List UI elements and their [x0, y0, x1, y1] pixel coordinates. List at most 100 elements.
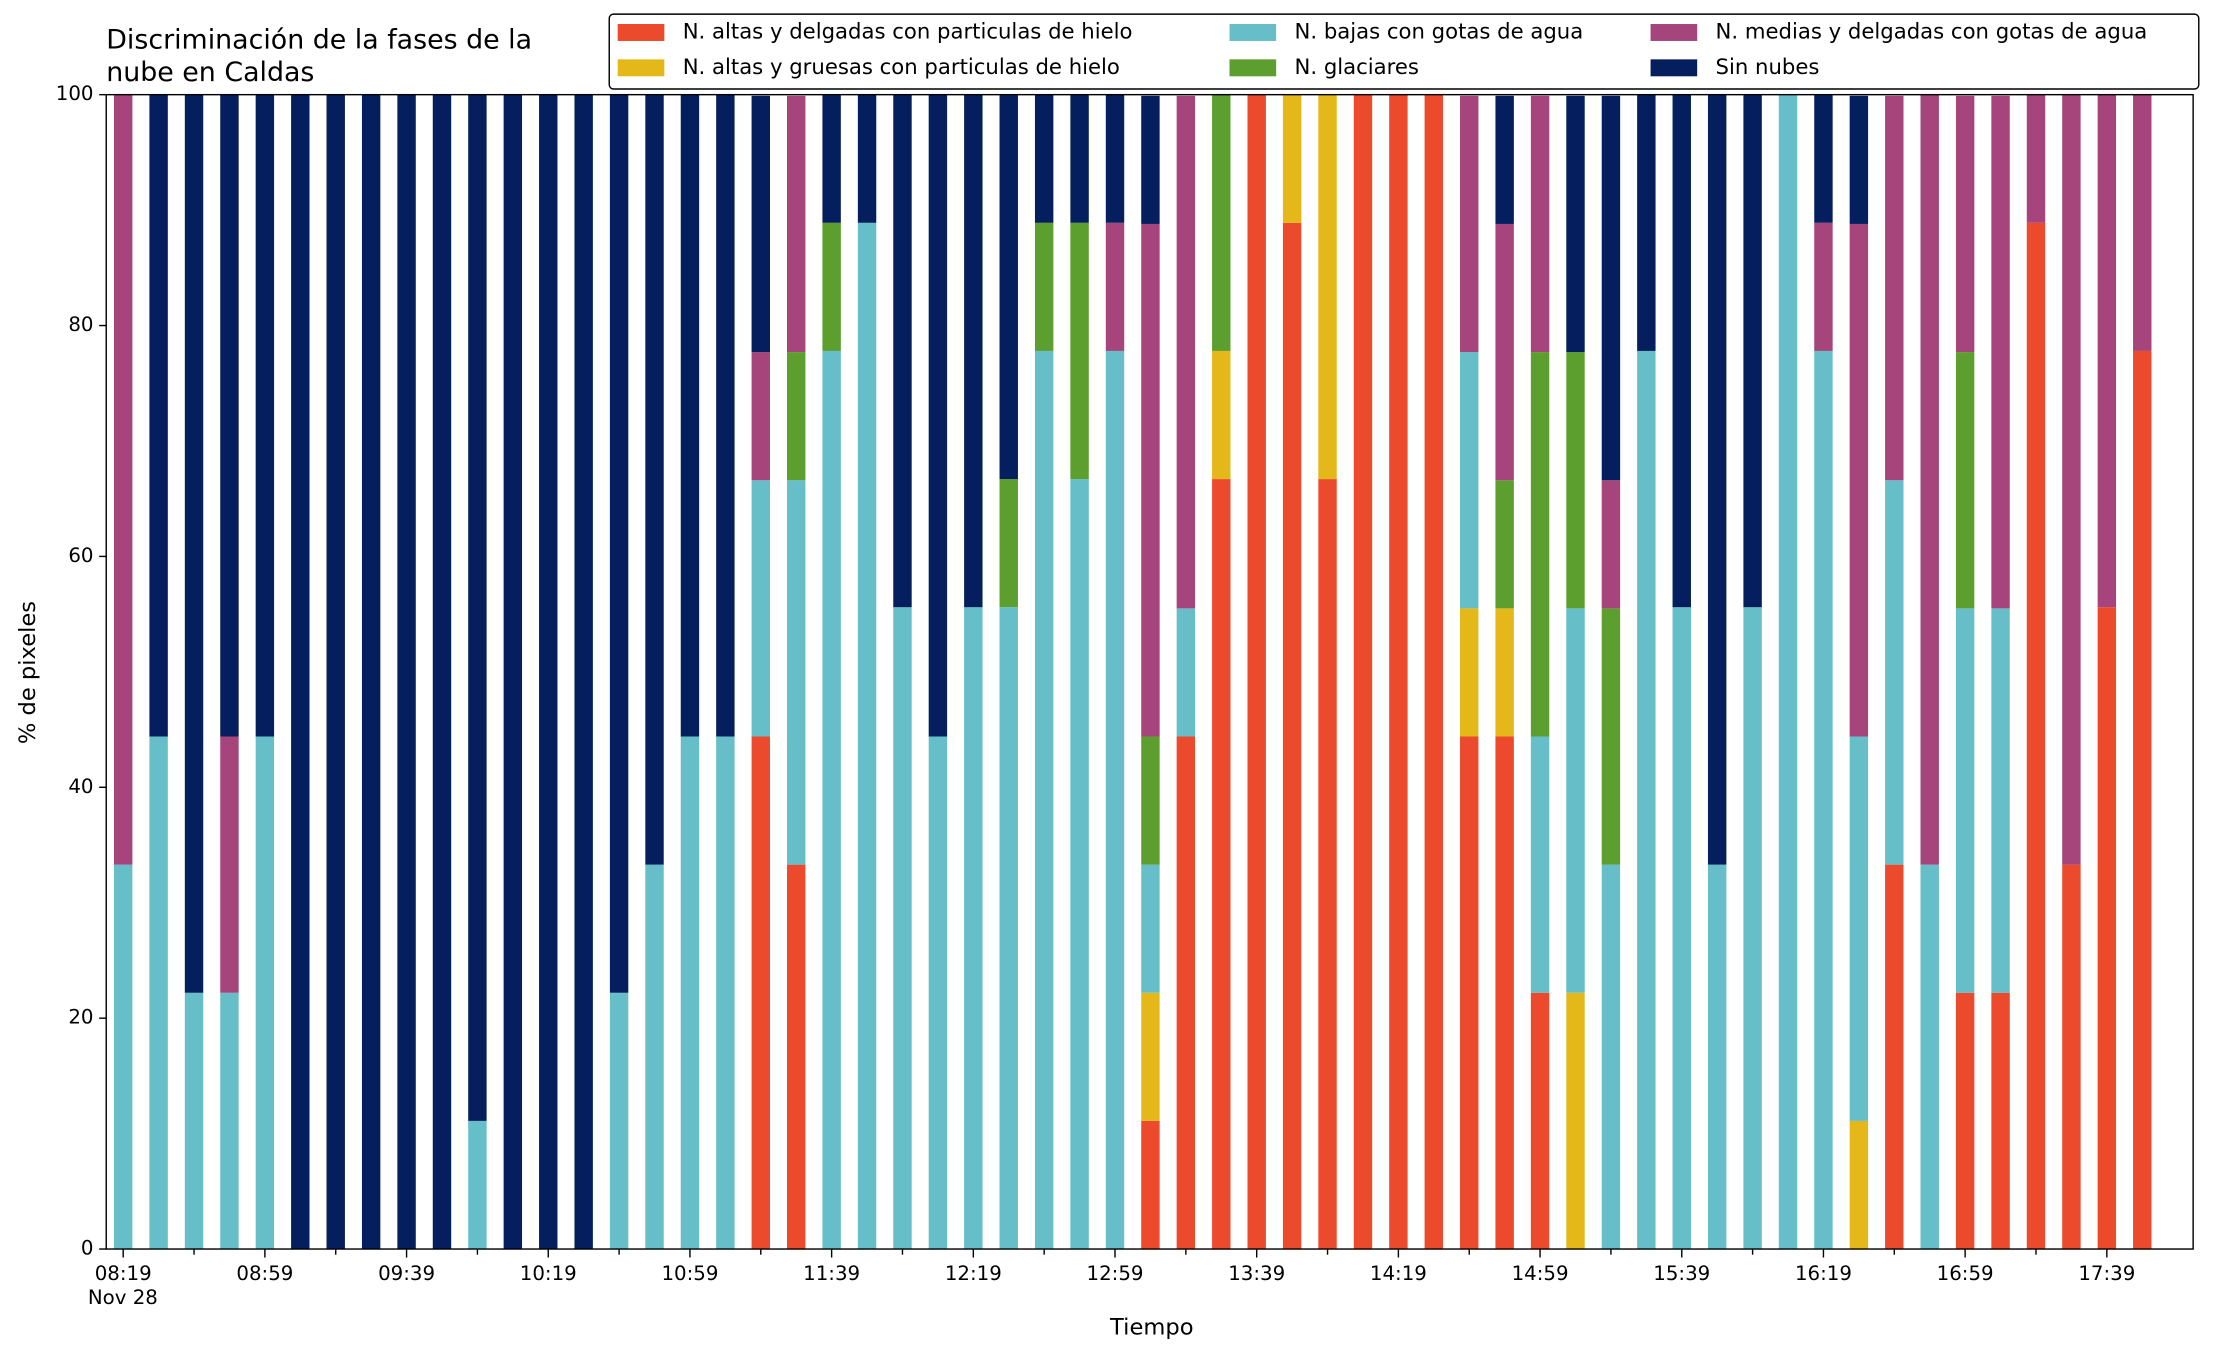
bar-segment	[539, 94, 558, 1250]
legend-swatch	[1229, 24, 1277, 41]
bar-segment	[609, 94, 629, 993]
bar-segment	[786, 864, 806, 1250]
bar-segment	[2062, 94, 2081, 865]
bar-segment	[1955, 95, 1975, 353]
bar-segment	[1991, 608, 2010, 993]
bar-segment	[893, 607, 912, 1250]
legend-swatch	[1650, 24, 1698, 41]
bar-segment	[1885, 95, 1904, 481]
bar-segment	[1601, 608, 1621, 865]
bar-segment	[468, 94, 487, 1121]
bar-segment	[1070, 479, 1089, 1250]
bar-segment	[1495, 736, 1514, 1250]
bar-segment	[751, 480, 770, 737]
bar-segment	[751, 352, 770, 481]
bar-segment	[255, 94, 275, 737]
bar-segment	[1707, 864, 1727, 1250]
bar-segment	[1318, 479, 1337, 1250]
legend-label: N. bajas con gotas de agua	[1295, 18, 1584, 43]
x-tick-label: 12:19	[945, 1262, 1002, 1285]
legend-label: N. altas y delgadas con particulas de hi…	[683, 18, 1133, 43]
bar-segment	[1141, 1120, 1160, 1250]
bar-segment	[1495, 223, 1514, 481]
bar-segment	[822, 94, 841, 223]
bar-segment	[1282, 94, 1302, 223]
bar-segment	[1637, 94, 1656, 351]
x-tick-label: 16:19	[1795, 1262, 1852, 1285]
bar-segment	[1460, 95, 1479, 353]
x-tick-label: 17:39	[2078, 1262, 2135, 1285]
bar-segment	[1176, 95, 1196, 609]
x-tick-label: 08:19	[95, 1262, 152, 1285]
bar-segment	[1141, 992, 1160, 1121]
bar-segment	[1495, 95, 1514, 224]
bar-segment	[1991, 95, 2010, 609]
x-date-label: Nov 28	[88, 1286, 158, 1309]
bar-segment	[1460, 736, 1479, 1250]
bar-segment	[999, 607, 1018, 1250]
bar-segment	[1530, 992, 1550, 1250]
bar-segment	[609, 992, 629, 1250]
legend-swatch	[1229, 59, 1277, 77]
y-tick-label: 100	[56, 82, 94, 105]
y-tick-label: 20	[68, 1006, 93, 1029]
bar-segment	[1176, 736, 1196, 1250]
bar-segment	[1105, 350, 1125, 1250]
bar-segment	[1495, 480, 1514, 609]
bar-segment	[2133, 350, 2152, 1250]
bar-segment	[184, 992, 204, 1250]
x-tick-label: 11:39	[803, 1262, 860, 1285]
bar-segment	[1814, 350, 1833, 1250]
bar-segment	[503, 94, 523, 1250]
bar-segment	[2133, 94, 2152, 351]
bar-segment	[2097, 607, 2117, 1250]
bar-segment	[2026, 94, 2046, 223]
bar-segment	[1212, 479, 1231, 1250]
bar-segment	[255, 736, 275, 1250]
bar-segment	[999, 94, 1018, 480]
bar-segment	[1991, 992, 2010, 1250]
bar-segment	[1637, 350, 1656, 1250]
bar-segment	[751, 95, 770, 353]
bar-segment	[1460, 608, 1479, 737]
bar-segment	[1672, 607, 1691, 1250]
bar-segment	[220, 736, 239, 993]
bar-segment	[1885, 480, 1904, 865]
bar-segment	[2026, 222, 2046, 1250]
x-tick-label: 09:39	[378, 1262, 435, 1285]
bar-segment	[149, 94, 168, 737]
bar-segment	[113, 94, 133, 865]
legend-frame	[608, 13, 2200, 90]
bar-segment	[1070, 94, 1089, 223]
bar-segment	[1141, 223, 1160, 737]
y-tick-label: 40	[68, 775, 93, 798]
bar-segment	[1105, 94, 1125, 223]
legend-label: N. glaciares	[1295, 54, 1419, 79]
bar-segment	[1566, 95, 1585, 353]
bar-segment	[1034, 94, 1054, 223]
bar-segment	[1034, 222, 1054, 351]
bar-segment	[1318, 94, 1337, 480]
bar-segment	[822, 350, 841, 1250]
bar-segment	[1920, 94, 1939, 865]
bar-segment	[1601, 480, 1621, 609]
bar-segment	[432, 94, 452, 1250]
bar-segment	[1743, 607, 1762, 1250]
bar-segment	[1849, 223, 1869, 737]
bar-segment	[1672, 94, 1691, 608]
chart-title: Discriminación de la fases de la	[106, 24, 532, 55]
bar-segment	[822, 222, 841, 351]
chart-title: nube en Caldas	[106, 57, 314, 88]
legend: N. altas y delgadas con particulas de hi…	[608, 13, 2200, 90]
bar-segment	[1212, 94, 1231, 351]
bar-segment	[857, 94, 877, 223]
bar-segment	[716, 94, 735, 737]
y-axis-label: % de pixeles	[15, 601, 41, 744]
legend-label: Sin nubes	[1716, 54, 1820, 79]
bar-segment	[468, 1120, 487, 1250]
y-tick-label: 0	[81, 1237, 94, 1260]
bar-segment	[220, 94, 239, 737]
bar-segment	[928, 736, 948, 1250]
bar-segment	[291, 94, 310, 1250]
